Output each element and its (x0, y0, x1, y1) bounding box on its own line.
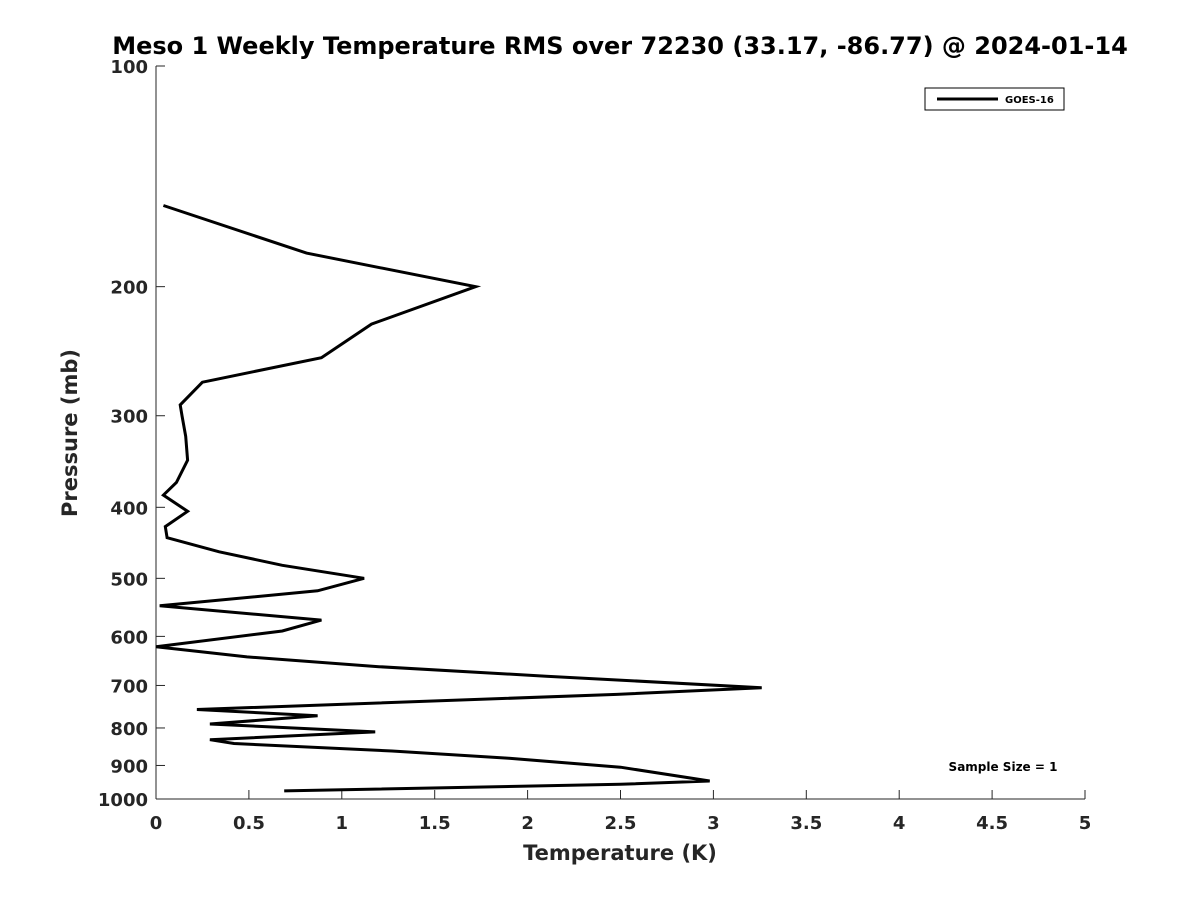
y-tick-label: 200 (110, 278, 148, 299)
x-tick-label: 1.5 (419, 813, 451, 834)
x-tick-label: 0 (150, 813, 163, 834)
x-tick-label: 4.5 (976, 813, 1008, 834)
series-layer (155, 204, 762, 793)
series-line-goes-16 (155, 204, 762, 793)
y-tick-label: 800 (110, 719, 148, 740)
axis-ticks: 0 0.5 1 1.5 2 2.5 3 3.5 4 4.5 5 100 200 300 400 500 600 7… (98, 57, 1091, 834)
y-tick-label: 300 (110, 407, 148, 428)
y-axis-label: Pressure (mb) (58, 349, 82, 517)
sample-size-note: Sample Size = 1 (949, 760, 1058, 774)
y-tick-label: 100 (110, 57, 148, 78)
y-tick-label: 500 (110, 569, 148, 590)
x-tick-label: 4 (893, 813, 906, 834)
y-tick-label: 600 (110, 627, 148, 648)
x-tick-label: 2.5 (605, 813, 637, 834)
legend-label: GOES-16 (1005, 95, 1054, 106)
y-tick-label: 700 (110, 676, 148, 697)
x-tick-label: 0.5 (233, 813, 265, 834)
x-axis-label: Temperature (K) (523, 841, 717, 865)
x-tick-label: 2 (521, 813, 534, 834)
x-tick-label: 1 (336, 813, 349, 834)
legend: GOES-16 (924, 87, 1065, 111)
y-tick-label: 1000 (98, 790, 148, 811)
x-tick-label: 3 (707, 813, 720, 834)
x-tick-label: 5 (1079, 813, 1092, 834)
y-tick-label: 900 (110, 756, 148, 777)
chart-title: Meso 1 Weekly Temperature RMS over 72230… (112, 32, 1128, 60)
x-tick-label: 3.5 (790, 813, 822, 834)
y-tick-label: 400 (110, 498, 148, 519)
